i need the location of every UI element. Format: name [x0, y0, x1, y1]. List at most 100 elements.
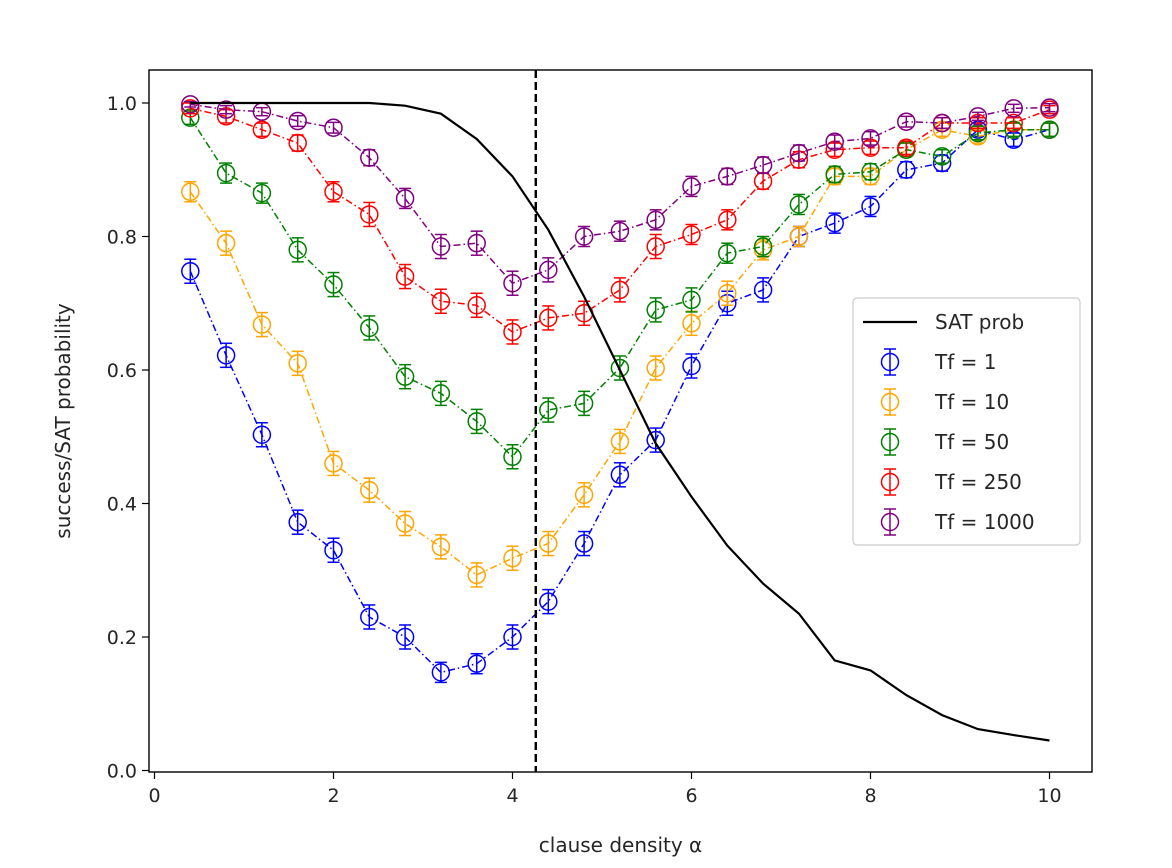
- data-point: [324, 118, 343, 137]
- data-point: [395, 367, 415, 386]
- legend-entry-label: Tf = 1: [934, 350, 996, 374]
- data-point: [467, 412, 486, 431]
- data-point: [503, 322, 522, 342]
- data-point: [360, 148, 379, 167]
- y-tick-label: 0.4: [107, 494, 137, 516]
- data-point: [503, 627, 522, 647]
- x-tick-label: 6: [685, 785, 697, 807]
- data-point: [825, 132, 844, 151]
- data-point: [825, 213, 844, 233]
- data-point: [216, 163, 236, 183]
- data-point: [610, 465, 630, 485]
- data-point: [181, 95, 200, 114]
- data-point: [646, 358, 665, 378]
- data-point: [324, 275, 343, 294]
- data-point: [718, 243, 737, 263]
- data-point: [252, 425, 272, 444]
- legend-marker-swatch: [880, 472, 900, 492]
- data-point: [861, 162, 880, 182]
- data-point: [646, 237, 665, 256]
- data-point: [324, 182, 343, 202]
- y-tick-label: 0.6: [107, 360, 137, 382]
- data-point: [825, 165, 844, 184]
- data-point: [682, 356, 701, 376]
- legend-marker-swatch: [880, 432, 900, 452]
- data-point: [539, 400, 558, 420]
- data-point: [216, 233, 236, 253]
- data-point: [718, 210, 737, 230]
- data-point: [753, 280, 773, 300]
- data-point: [181, 182, 200, 202]
- y-tick-label: 0.0: [107, 761, 137, 783]
- x-tick-label: 4: [506, 785, 518, 807]
- data-point: [288, 111, 307, 131]
- data-point: [861, 197, 880, 216]
- y-tick-label: 0.2: [107, 627, 137, 649]
- data-point: [682, 177, 701, 196]
- data-point: [932, 113, 952, 133]
- legend-entry-label: Tf = 50: [934, 430, 1009, 454]
- data-point: [610, 280, 630, 300]
- data-point: [1004, 113, 1023, 133]
- data-point: [539, 534, 558, 553]
- data-point: [610, 432, 630, 451]
- data-point: [503, 447, 522, 467]
- data-point: [682, 225, 701, 244]
- legend-marker-swatch: [880, 352, 900, 372]
- axis-ticks: 0 2 4 6 8 10 0.0 0.2 0.4 0.6 0.8 1.0: [107, 93, 1062, 807]
- legend-marker-swatch: [880, 392, 900, 412]
- data-point: [467, 296, 486, 315]
- data-point: [467, 565, 486, 585]
- data-point: [539, 308, 558, 328]
- data-point: [574, 485, 594, 505]
- data-point: [897, 160, 916, 179]
- data-point: [181, 261, 200, 281]
- legend-marker-swatch: [880, 512, 900, 532]
- data-point: [932, 147, 952, 166]
- x-tick-label: 2: [327, 785, 339, 807]
- legend-entry-label: SAT prob: [935, 310, 1024, 334]
- data-point: [431, 237, 451, 256]
- data-point: [360, 607, 379, 627]
- x-tick-label: 8: [864, 785, 876, 807]
- y-axis-label: success/SAT probability: [51, 303, 75, 539]
- plot-area: [181, 70, 1059, 772]
- data-point: [324, 454, 343, 473]
- data-point: [1004, 99, 1023, 118]
- data-point: [718, 167, 737, 186]
- data-point: [897, 138, 916, 157]
- x-axis-label: clause density α: [539, 833, 702, 857]
- axes-frame: [148, 69, 1093, 773]
- data-point: [431, 384, 451, 403]
- legend-box: [852, 297, 1081, 546]
- data-point: [360, 480, 379, 500]
- data-point: [431, 291, 451, 311]
- data-point: [288, 133, 307, 153]
- data-point: [324, 540, 343, 560]
- data-point: [897, 112, 916, 131]
- data-point: [539, 592, 558, 611]
- data-point: [539, 260, 558, 280]
- data-point: [467, 654, 486, 673]
- data-point: [610, 221, 630, 241]
- sat-prob-line: [190, 101, 1050, 742]
- series-tf-10: [181, 120, 1059, 588]
- data-point: [431, 663, 451, 682]
- data-point: [288, 240, 307, 260]
- data-point: [395, 514, 415, 533]
- legend-entry-label: Tf = 250: [934, 470, 1022, 494]
- data-point: [360, 205, 379, 224]
- data-point: [395, 627, 415, 647]
- data-point: [753, 237, 773, 256]
- data-point: [360, 318, 379, 338]
- data-point: [789, 227, 809, 246]
- data-point: [395, 267, 415, 286]
- data-point: [503, 273, 522, 293]
- data-point: [252, 183, 272, 203]
- data-point: [789, 195, 809, 214]
- data-point: [216, 346, 236, 365]
- data-point: [682, 290, 701, 310]
- x-tick-label: 0: [148, 785, 160, 807]
- data-point: [395, 189, 415, 208]
